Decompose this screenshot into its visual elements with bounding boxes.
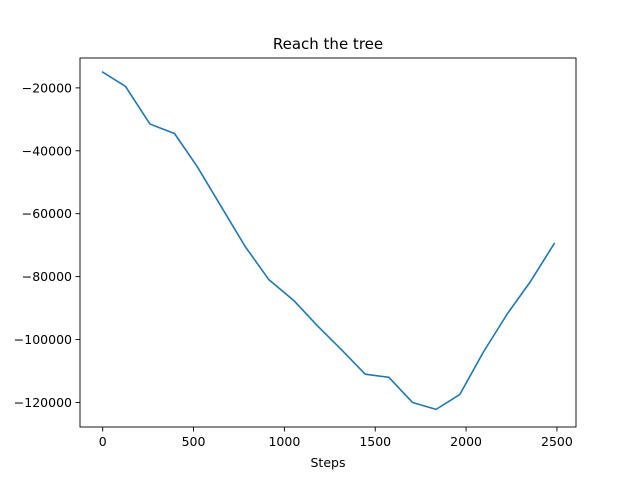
axes-frame bbox=[79, 57, 577, 428]
x-tick-label: 0 bbox=[99, 434, 107, 449]
y-tick-label: −60000 bbox=[22, 206, 72, 221]
x-tick-label: 2000 bbox=[450, 434, 482, 449]
chart-title: Reach the tree bbox=[273, 35, 383, 53]
y-tick-label: −20000 bbox=[22, 80, 72, 95]
x-tick-label: 1000 bbox=[268, 434, 300, 449]
plot-area: 0 500 1000 1500 2000 2500 −20000 −40000 −60000 −8… bbox=[14, 57, 577, 449]
x-axis-label: Steps bbox=[311, 455, 346, 470]
y-tick-label: −80000 bbox=[22, 269, 72, 284]
x-tick-label: 500 bbox=[182, 434, 206, 449]
series-line-0 bbox=[101, 71, 556, 411]
y-tick-label: −120000 bbox=[14, 395, 72, 410]
y-tick-label: −40000 bbox=[22, 143, 72, 158]
x-tick-label: 2500 bbox=[541, 434, 573, 449]
x-tick-label: 1500 bbox=[359, 434, 391, 449]
y-tick-label: −100000 bbox=[14, 332, 72, 347]
